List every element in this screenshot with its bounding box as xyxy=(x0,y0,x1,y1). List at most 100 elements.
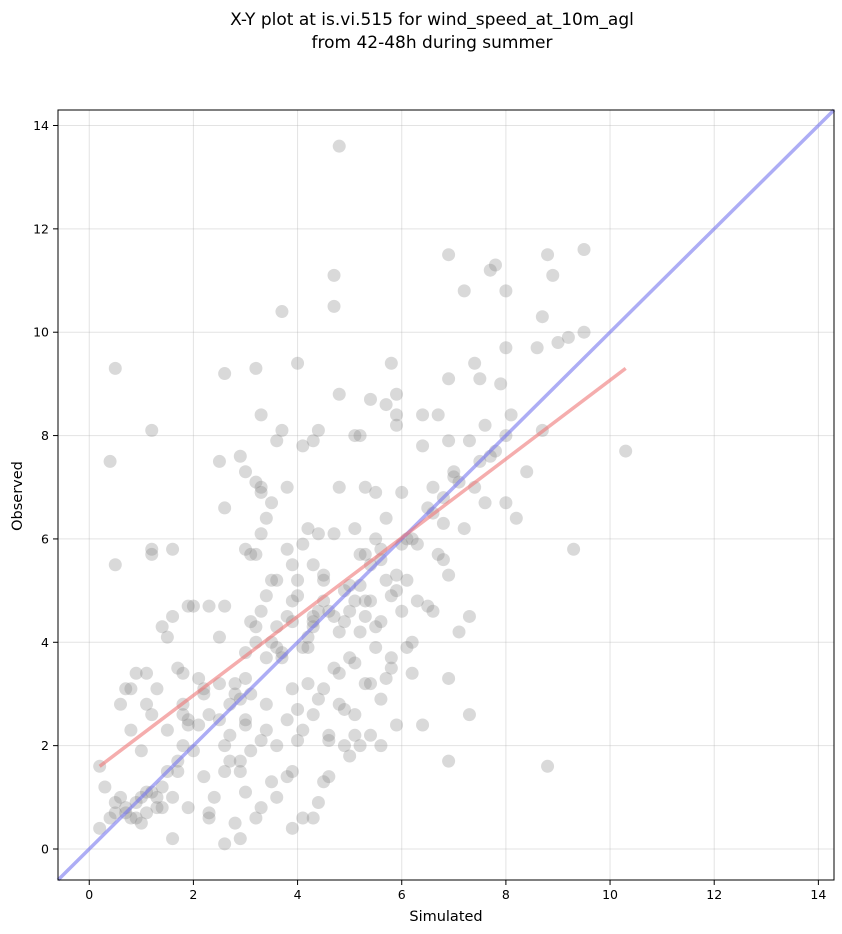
data-point xyxy=(192,718,206,732)
data-point xyxy=(249,475,263,489)
data-point xyxy=(369,485,383,499)
data-point xyxy=(265,573,279,587)
data-point xyxy=(306,434,320,448)
data-point xyxy=(426,604,440,618)
data-point xyxy=(233,832,247,846)
data-point xyxy=(410,594,424,608)
data-point xyxy=(259,511,273,525)
data-point xyxy=(327,299,341,313)
data-point xyxy=(577,243,591,257)
data-point xyxy=(270,739,284,753)
data-point xyxy=(155,801,169,815)
data-point xyxy=(270,573,284,587)
grid-lines xyxy=(58,110,834,880)
data-point xyxy=(291,589,305,603)
data-point xyxy=(166,542,180,556)
y-tick-label: 12 xyxy=(33,221,49,236)
y-tick-label: 8 xyxy=(41,428,49,443)
data-point xyxy=(181,718,195,732)
data-point xyxy=(405,635,419,649)
x-axis-ticks: 0 2 4 6 8 10 12 14 xyxy=(85,880,826,902)
data-point xyxy=(353,429,367,443)
data-point xyxy=(535,310,549,324)
x-tick-label: 10 xyxy=(602,887,618,902)
data-point xyxy=(228,687,242,701)
data-point xyxy=(218,501,232,515)
data-point xyxy=(390,387,404,401)
y-tick-label: 14 xyxy=(33,118,49,133)
data-point xyxy=(374,739,388,753)
data-point xyxy=(218,764,232,778)
data-point xyxy=(296,537,310,551)
data-point xyxy=(353,625,367,639)
data-point xyxy=(363,392,377,406)
data-point xyxy=(317,775,331,789)
data-point xyxy=(181,599,195,613)
data-point xyxy=(447,465,461,479)
data-point xyxy=(202,599,216,613)
data-point xyxy=(108,361,122,375)
data-point xyxy=(155,620,169,634)
data-point xyxy=(619,444,633,458)
data-point xyxy=(358,594,372,608)
data-point xyxy=(244,615,258,629)
data-point xyxy=(390,568,404,582)
data-point xyxy=(218,837,232,851)
data-point xyxy=(369,640,383,654)
data-point xyxy=(442,372,456,386)
data-point xyxy=(280,542,294,556)
data-point xyxy=(499,496,513,510)
data-point xyxy=(468,356,482,370)
data-point xyxy=(166,832,180,846)
data-point xyxy=(509,511,523,525)
data-point xyxy=(176,666,190,680)
data-point xyxy=(108,795,122,809)
data-point xyxy=(374,692,388,706)
identity-line xyxy=(56,108,836,882)
chart-title-line-1: X-Y plot at is.vi.515 for wind_speed_at_… xyxy=(230,10,634,30)
data-point xyxy=(238,671,252,685)
data-point xyxy=(447,470,461,484)
data-point xyxy=(332,387,346,401)
data-point xyxy=(296,811,310,825)
data-point xyxy=(348,429,362,443)
data-point xyxy=(285,682,299,696)
data-point xyxy=(358,547,372,561)
data-point xyxy=(171,661,185,675)
data-point xyxy=(291,733,305,747)
data-point xyxy=(369,620,383,634)
data-point xyxy=(254,480,268,494)
y-axis-ticks: 0 2 4 6 8 10 12 14 xyxy=(33,118,58,856)
data-point xyxy=(436,516,450,530)
data-point xyxy=(384,356,398,370)
data-point xyxy=(327,268,341,282)
data-point xyxy=(254,604,268,618)
data-point xyxy=(296,439,310,453)
data-point xyxy=(212,454,226,468)
data-point xyxy=(332,480,346,494)
data-point xyxy=(332,666,346,680)
data-point xyxy=(358,480,372,494)
data-point xyxy=(473,372,487,386)
data-point xyxy=(228,816,242,830)
data-point xyxy=(218,367,232,381)
x-tick-label: 2 xyxy=(189,887,197,902)
data-point xyxy=(327,661,341,675)
data-point xyxy=(275,305,289,319)
data-point xyxy=(343,604,357,618)
data-point xyxy=(348,656,362,670)
data-point xyxy=(306,811,320,825)
data-point xyxy=(379,398,393,412)
data-point xyxy=(442,248,456,262)
data-point xyxy=(145,708,159,722)
data-point xyxy=(363,728,377,742)
data-point xyxy=(363,677,377,691)
data-point xyxy=(405,666,419,680)
data-point xyxy=(233,764,247,778)
data-point xyxy=(140,806,154,820)
data-point xyxy=(343,749,357,763)
data-point xyxy=(311,692,325,706)
data-point xyxy=(416,718,430,732)
data-point xyxy=(270,434,284,448)
data-point xyxy=(254,733,268,747)
